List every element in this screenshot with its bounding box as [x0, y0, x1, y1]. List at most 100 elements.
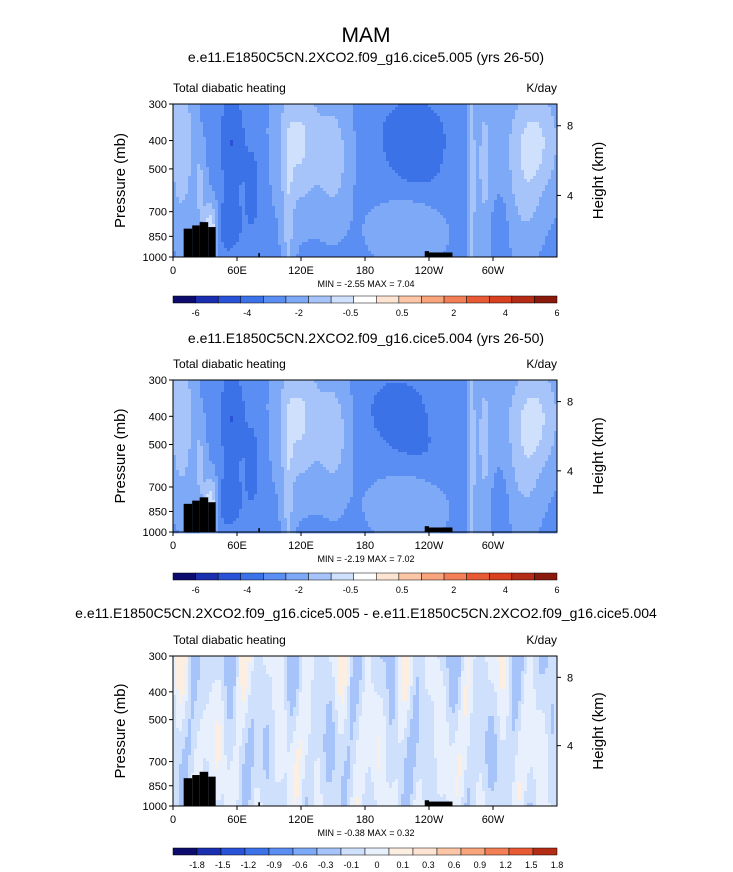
heatmap-cell	[248, 143, 251, 146]
heatmap-cell	[278, 134, 281, 137]
heatmap-cell	[293, 236, 296, 239]
heatmap-cell	[173, 116, 176, 119]
heatmap-cell	[173, 230, 176, 233]
heatmap-cell	[212, 143, 215, 146]
heatmap-cell	[263, 155, 266, 158]
heatmap-cell	[290, 215, 293, 218]
heatmap-cell	[251, 206, 254, 209]
heatmap-cell	[179, 161, 182, 164]
heatmap-cell	[203, 218, 206, 221]
heatmap-cell	[218, 164, 221, 167]
heatmap-cell	[212, 140, 215, 143]
heatmap-cell	[272, 164, 275, 167]
heatmap-cell	[287, 149, 290, 152]
heatmap-cell	[206, 176, 209, 179]
heatmap-cell	[209, 116, 212, 119]
heatmap-cell	[257, 167, 260, 170]
heatmap-cell	[188, 119, 191, 122]
heatmap-cell	[254, 137, 257, 140]
heatmap-cell	[296, 152, 299, 155]
heatmap-cell	[215, 131, 218, 134]
heatmap-cell	[263, 224, 266, 227]
heatmap-cell	[197, 113, 200, 116]
heatmap-cell	[245, 125, 248, 128]
heatmap-cell	[281, 167, 284, 170]
heatmap-cell	[185, 167, 188, 170]
heatmap-cell	[179, 131, 182, 134]
heatmap-cell	[254, 248, 257, 251]
heatmap-cell	[281, 191, 284, 194]
heatmap-cell	[281, 131, 284, 134]
heatmap-cell	[206, 104, 209, 107]
heatmap-cell	[263, 182, 266, 185]
heatmap-cell	[248, 251, 251, 254]
heatmap-cell	[215, 215, 218, 218]
heatmap-cell	[299, 209, 302, 212]
heatmap-cell	[293, 173, 296, 176]
heatmap-cell	[299, 167, 302, 170]
heatmap-cell	[287, 194, 290, 197]
heatmap-cell	[212, 164, 215, 167]
heatmap-cell	[260, 152, 263, 155]
heatmap-cell	[191, 164, 194, 167]
heatmap-cell	[173, 134, 176, 137]
heatmap-cell	[185, 176, 188, 179]
heatmap-cell	[251, 224, 254, 227]
heatmap-cell	[209, 122, 212, 125]
heatmap-cell	[245, 236, 248, 239]
heatmap-cell	[230, 212, 233, 215]
heatmap-cell	[215, 194, 218, 197]
heatmap-cell	[236, 218, 239, 221]
heatmap-cell	[260, 167, 263, 170]
heatmap-cell	[254, 155, 257, 158]
heatmap-cell	[287, 110, 290, 113]
heatmap-cell	[254, 209, 257, 212]
heatmap-cell	[260, 197, 263, 200]
heatmap-cell	[188, 140, 191, 143]
heatmap-cell	[278, 194, 281, 197]
heatmap-cell	[230, 125, 233, 128]
heatmap-cell	[293, 119, 296, 122]
heatmap-cell	[272, 218, 275, 221]
heatmap-cell	[284, 134, 287, 137]
heatmap-cell	[173, 149, 176, 152]
heatmap-cell	[293, 167, 296, 170]
heatmap-cell	[224, 179, 227, 182]
heatmap-cell	[293, 245, 296, 248]
heatmap-cell	[296, 233, 299, 236]
heatmap-cell	[248, 191, 251, 194]
heatmap-cell	[233, 209, 236, 212]
heatmap-cell	[254, 125, 257, 128]
heatmap-cell	[278, 164, 281, 167]
heatmap-cell	[206, 215, 209, 218]
heatmap-cell	[245, 203, 248, 206]
heatmap-cell	[218, 116, 221, 119]
heatmap-cell	[239, 224, 242, 227]
heatmap-cell	[233, 206, 236, 209]
heatmap-cell	[272, 227, 275, 230]
heatmap-cell	[188, 200, 191, 203]
heatmap-cell	[293, 134, 296, 137]
heatmap-cell	[293, 215, 296, 218]
heatmap-cell	[242, 242, 245, 245]
heatmap-cell	[302, 110, 305, 113]
heatmap-cell	[272, 197, 275, 200]
heatmap-cell	[197, 212, 200, 215]
heatmap-cell	[287, 143, 290, 146]
heatmap-cell	[224, 197, 227, 200]
heatmap-cell	[197, 209, 200, 212]
heatmap-cell	[287, 236, 290, 239]
heatmap-cell	[254, 116, 257, 119]
heatmap-cell	[281, 104, 284, 107]
heatmap-cell	[272, 194, 275, 197]
heatmap-cell	[287, 209, 290, 212]
heatmap-cell	[254, 113, 257, 116]
heatmap-cell	[182, 140, 185, 143]
heatmap-cell	[185, 104, 188, 107]
heatmap-cell	[284, 122, 287, 125]
heatmap-cell	[254, 164, 257, 167]
heatmap-cell	[260, 224, 263, 227]
heatmap-cell	[200, 197, 203, 200]
heatmap-cell	[281, 182, 284, 185]
heatmap-cell	[179, 152, 182, 155]
